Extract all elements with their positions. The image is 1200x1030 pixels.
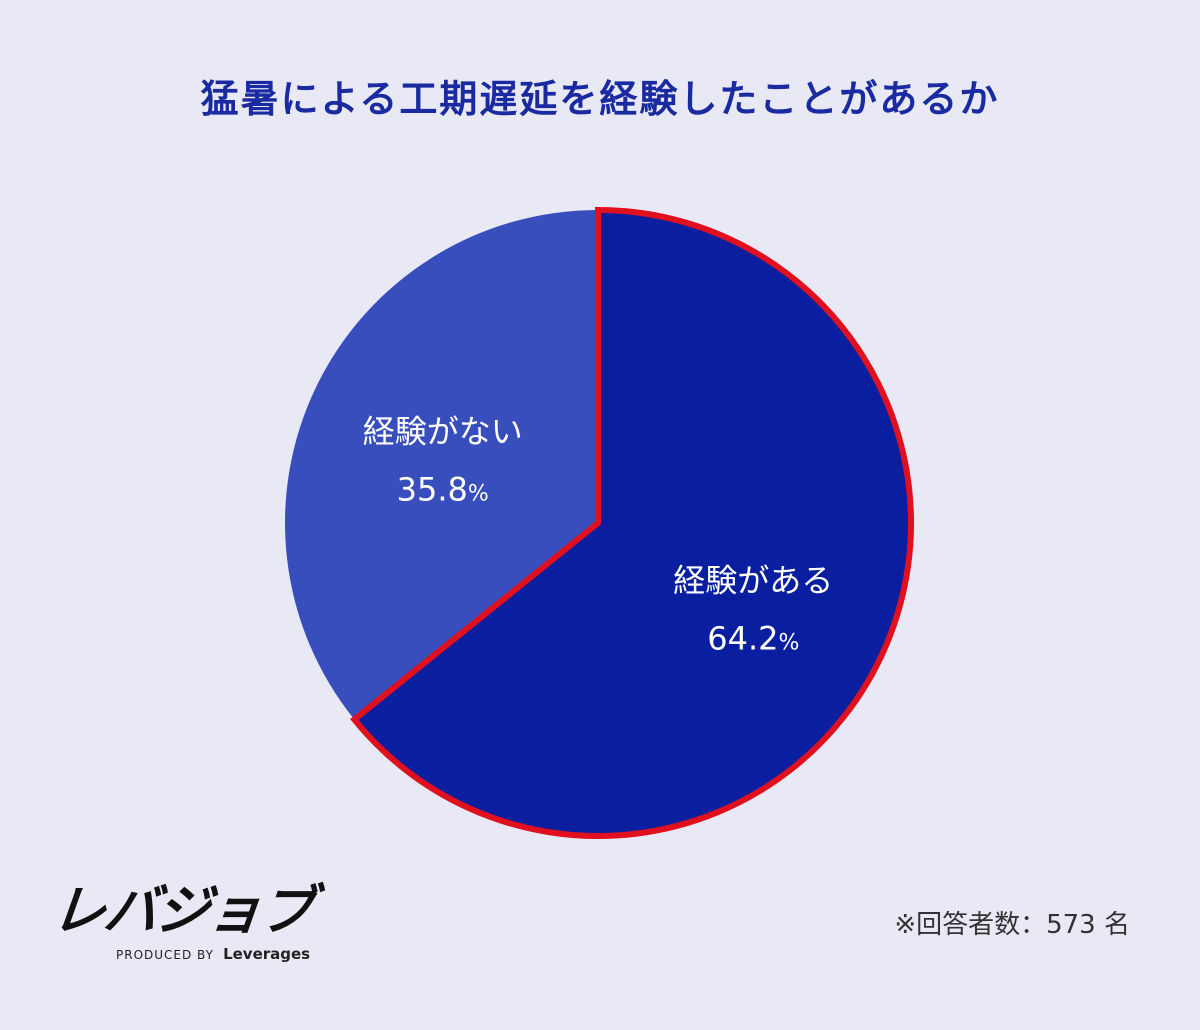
labels-layer: 経験がある 64.2% 経験がない 35.8% — [363, 413, 834, 658]
logo-produced-by: PRODUCED BY — [116, 948, 214, 962]
slice-2-label: 経験がない — [363, 413, 523, 451]
respondent-count-note: ※回答者数：573 名 — [894, 910, 1130, 940]
slice-1-wedge — [350, 206, 914, 839]
slice-1-label: 経験がある — [673, 561, 833, 599]
slice-2-percent: 35.8% — [397, 471, 489, 509]
slice-2-wedge — [285, 210, 598, 720]
slices-layer — [285, 206, 914, 839]
chart-title: 猛暑による工期遅延を経験したことがあるか — [200, 77, 1000, 121]
logo-brand-name: Leverages — [223, 945, 311, 963]
slice-1-percent: 64.2% — [707, 619, 799, 657]
logo-wordmark: レバジョブ — [48, 879, 316, 942]
logo-tagline: PRODUCED BY Leverages — [116, 944, 310, 963]
brand-logo: レバジョブ PRODUCED BY Leverages — [49, 879, 316, 963]
